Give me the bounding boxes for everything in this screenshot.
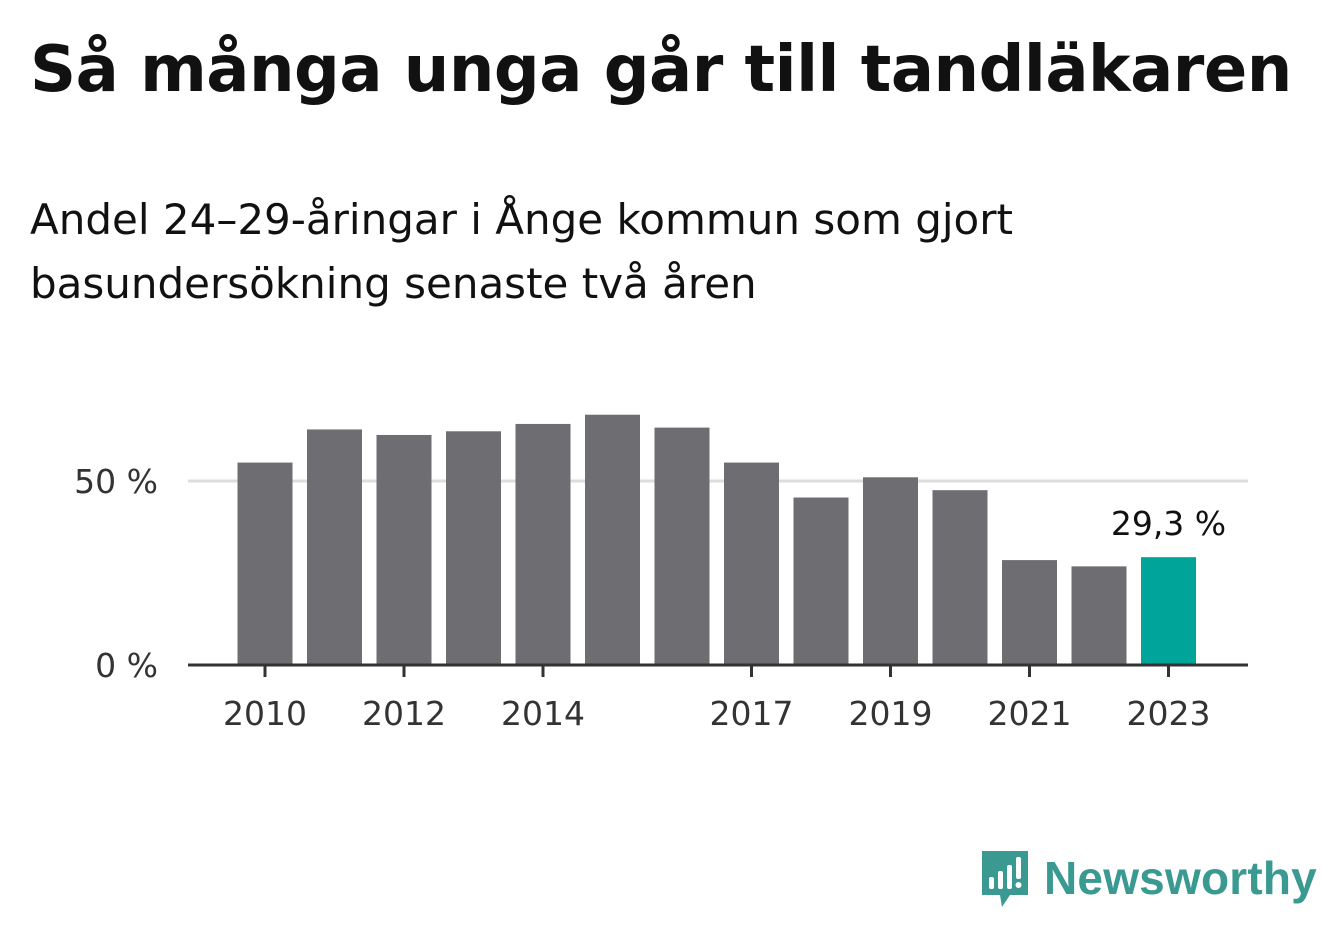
labels: 0 % 50 % 2010 2012 2014 2017 2019 2021 2023 29,3 … xyxy=(74,462,1226,733)
newsworthy-logo-icon xyxy=(982,851,1028,907)
bar xyxy=(1002,560,1057,665)
x-tick-label: 2010 xyxy=(223,694,307,733)
chart-title: Så många unga går till tandläkaren xyxy=(30,33,1292,107)
y-tick-label: 0 % xyxy=(95,646,158,685)
bar xyxy=(1141,557,1196,665)
newsworthy-brand: Newsworthy xyxy=(980,846,1317,910)
bar xyxy=(376,434,432,665)
bar xyxy=(724,462,779,665)
bar xyxy=(932,490,988,665)
x-tick-label: 2021 xyxy=(988,694,1072,733)
x-tick-label: 2017 xyxy=(710,694,794,733)
axes xyxy=(188,663,1248,677)
bar xyxy=(515,423,571,665)
bars xyxy=(237,414,1196,665)
data-label-highlight: 29,3 % xyxy=(1111,504,1226,543)
bar xyxy=(585,414,640,665)
y-tick-label: 50 % xyxy=(74,462,158,501)
bar xyxy=(1071,566,1127,665)
bar-chart: 0 % 50 % 2010 2012 2014 2017 2019 2021 2023 29,3 … xyxy=(74,414,1248,733)
chart-subtitle: Andel 24–29-åringar i Ånge kommun som gj… xyxy=(30,195,1013,308)
bar xyxy=(307,429,362,665)
bar xyxy=(863,477,918,665)
x-tick-label: 2012 xyxy=(362,694,446,733)
bar xyxy=(237,462,293,665)
x-tick-label: 2019 xyxy=(849,694,933,733)
x-tick-label: 2014 xyxy=(501,694,585,733)
bar xyxy=(793,497,849,665)
bar xyxy=(446,431,501,665)
brand-name: Newsworthy xyxy=(1044,852,1317,904)
bar xyxy=(654,427,710,665)
x-tick-label: 2023 xyxy=(1127,694,1211,733)
